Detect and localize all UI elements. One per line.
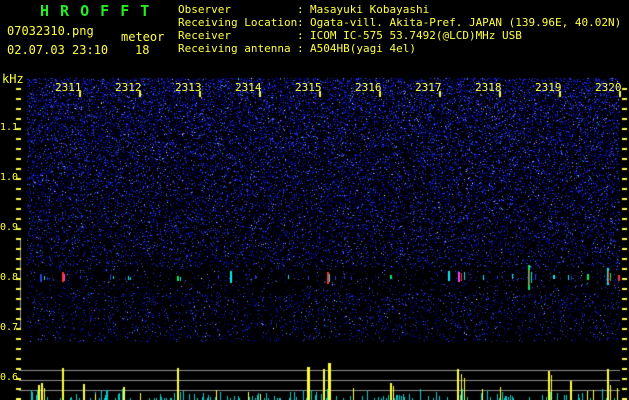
info-colon: : <box>297 29 304 42</box>
freq-axis-label-0.7: 0.7 <box>0 322 19 333</box>
info-row-receiver: Receiver: ICOM IC-575 53.7492(@LCD)MHz US… <box>178 29 522 42</box>
time-axis-label-2312: 2312 <box>115 81 142 94</box>
freq-axis-label-0.9: 0.9 <box>0 222 19 233</box>
time-axis-label-2319: 2319 <box>535 81 562 94</box>
info-colon: : <box>297 42 304 55</box>
freq-axis-label-0.8: 0.8 <box>0 272 19 283</box>
info-label: Receiving Location <box>178 16 298 29</box>
info-value: A504HB(yagi 4el) <box>310 42 416 55</box>
time-axis-label-2316: 2316 <box>355 81 382 94</box>
info-label: Receiving antenna <box>178 42 291 55</box>
time-axis-label-2320: 2320 <box>595 81 622 94</box>
time-axis-label-2311: 2311 <box>55 81 82 94</box>
info-row-observer: Observer: Masayuki Kobayashi <box>178 3 429 16</box>
freq-axis-label-0.6: 0.6 <box>0 372 19 383</box>
info-value: Ogata-vill. Akita-Pref. JAPAN (139.96E, … <box>310 16 622 29</box>
info-label: Receiver <box>178 29 231 42</box>
time-axis-label-2313: 2313 <box>175 81 202 94</box>
info-colon: : <box>297 3 304 16</box>
time-axis-label-2317: 2317 <box>415 81 442 94</box>
info-value: Masayuki Kobayashi <box>310 3 430 16</box>
freq-axis-label-1.1: 1.1 <box>0 122 19 133</box>
output-filename: 07032310.png <box>7 24 94 38</box>
time-axis-label-2314: 2314 <box>235 81 262 94</box>
info-value: ICOM IC-575 53.7492(@LCD)MHz USB <box>310 29 522 42</box>
time-axis-label-2318: 2318 <box>475 81 502 94</box>
info-row-antenna: Receiving antenna: A504HB(yagi 4el) <box>178 42 416 55</box>
info-row-location: Receiving Location: Ogata-vill. Akita-Pre… <box>178 16 621 29</box>
info-colon: : <box>297 16 304 29</box>
app-title: H R O F F T <box>40 2 151 20</box>
meteor-echo-count: 18 <box>135 43 150 57</box>
freq-axis-label-1.0: 1.0 <box>0 172 19 183</box>
mode-label: meteor <box>121 30 165 44</box>
observation-datetime: 02.07.03 23:10 <box>7 43 109 57</box>
info-label: Observer <box>178 3 231 16</box>
time-axis-label-2315: 2315 <box>295 81 322 94</box>
y-axis-unit-label: kHz <box>2 72 24 86</box>
